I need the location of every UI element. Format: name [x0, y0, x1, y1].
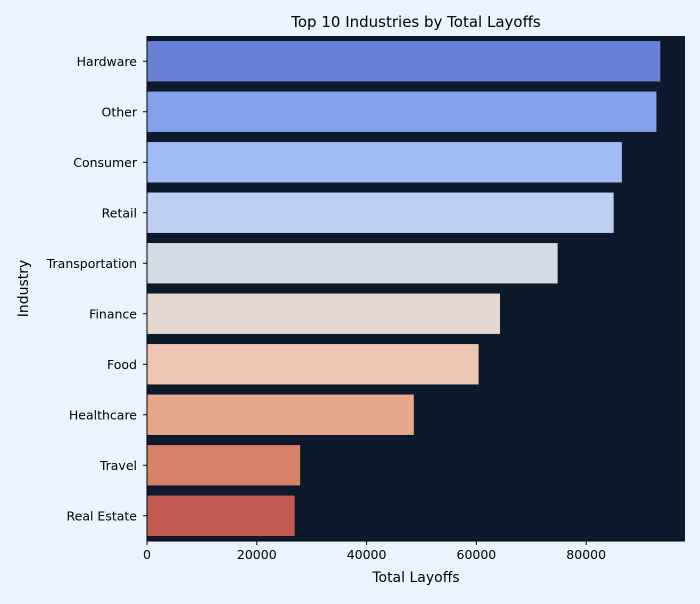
x-axis-label: Total Layoffs [371, 570, 459, 586]
y-tick-label: Consumer [73, 155, 138, 170]
bar-finance [147, 293, 500, 334]
x-tick-label: 0 [143, 547, 151, 562]
y-tick-label: Other [102, 104, 138, 119]
bars-layer [147, 41, 661, 536]
y-tick-label: Real Estate [67, 508, 138, 523]
x-tick-label: 60000 [457, 547, 497, 562]
axes-layer: Hardware Other Consumer Retail Transportatio… [46, 36, 685, 562]
x-tick-label: 80000 [566, 547, 606, 562]
bar-consumer [147, 142, 622, 183]
bar-hardware [147, 41, 661, 82]
y-tick-label: Hardware [77, 54, 138, 69]
y-axis-label: Industry [16, 260, 32, 318]
y-tick-label: Finance [89, 306, 137, 321]
y-tick-label: Healthcare [69, 407, 137, 422]
bar-food [147, 344, 479, 385]
bar-travel [147, 445, 301, 486]
y-tick-label: Retail [102, 205, 137, 220]
y-tick-label: Transportation [46, 256, 137, 271]
bar-retail [147, 192, 614, 233]
bar-real-estate [147, 495, 295, 536]
bar-other [147, 91, 657, 132]
y-tick-label: Travel [99, 458, 137, 473]
bar-healthcare [147, 394, 414, 435]
x-tick-label: 40000 [347, 547, 387, 562]
y-tick-label: Food [107, 357, 137, 372]
bar-transportation [147, 243, 558, 284]
chart-title: Top 10 Industries by Total Layoffs [290, 13, 541, 31]
x-tick-label: 20000 [237, 547, 277, 562]
